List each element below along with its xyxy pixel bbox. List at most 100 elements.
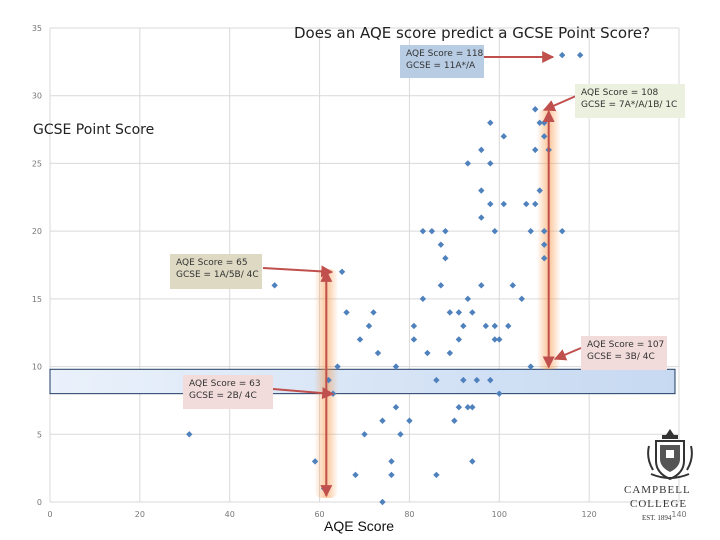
x-tick-label: 60 <box>314 510 324 519</box>
data-point <box>451 417 458 424</box>
data-point <box>433 376 440 384</box>
callout-aqe-63-line1: AQE Score = 63 <box>189 379 261 389</box>
data-point <box>271 282 278 289</box>
data-point <box>482 322 490 330</box>
callout-aqe-107-line2: GCSE = 3B/ 4C <box>587 352 655 362</box>
callout-aqe-65-line2: GCSE = 1A/5B/ 4C <box>176 270 259 280</box>
x-tick-label: 20 <box>135 510 145 519</box>
data-point <box>352 471 359 479</box>
data-point <box>365 322 373 330</box>
y-tick-label: 10 <box>32 363 42 372</box>
callout-aqe-65: AQE Score = 65 GCSE = 1A/5B/ 4C <box>170 254 262 289</box>
data-point <box>536 187 543 194</box>
data-point <box>442 227 449 235</box>
y-tick-label: 30 <box>32 92 42 101</box>
logo-est: EST. 1894 <box>642 514 672 522</box>
data-point <box>455 404 463 411</box>
data-point <box>437 282 445 289</box>
data-point <box>532 200 539 208</box>
data-point <box>433 471 440 479</box>
data-point <box>473 376 481 384</box>
data-point <box>419 227 427 235</box>
data-point <box>437 241 445 248</box>
data-point <box>442 255 449 262</box>
data-point <box>460 376 467 384</box>
data-point <box>487 119 494 126</box>
x-tick-label: 120 <box>582 510 597 519</box>
y-tick-label: 20 <box>32 227 42 236</box>
data-point <box>392 363 400 370</box>
data-point <box>343 309 350 316</box>
data-point <box>410 336 418 343</box>
data-point <box>469 404 476 411</box>
callout-aqe-107: AQE Score = 107 GCSE = 3B/ 4C <box>581 336 667 370</box>
callout-arrow <box>272 387 335 400</box>
data-point <box>500 133 507 140</box>
data-point <box>527 363 534 370</box>
data-point <box>478 187 485 194</box>
data-point <box>496 336 503 343</box>
data-point <box>392 404 400 411</box>
data-point <box>478 214 485 221</box>
data-point <box>536 119 543 126</box>
callout-aqe-63: AQE Score = 63 GCSE = 2B/ 4C <box>183 375 273 409</box>
data-point <box>406 417 413 424</box>
callout-aqe-118-line1: AQE Score = 118 <box>406 49 484 59</box>
callout-aqe-118: AQE Score = 118 GCSE = 11A*/A <box>400 45 484 78</box>
data-point <box>186 431 193 438</box>
data-point <box>509 282 516 289</box>
highlight-band <box>49 368 676 395</box>
data-point <box>379 417 386 424</box>
data-point <box>505 322 512 330</box>
data-point <box>410 322 418 330</box>
data-point <box>558 51 566 59</box>
crest-icon <box>647 429 693 481</box>
data-point <box>311 458 319 465</box>
data-point <box>478 146 485 154</box>
callout-aqe-63-line2: GCSE = 2B/ 4C <box>189 391 257 401</box>
data-point <box>491 227 498 235</box>
data-point <box>356 336 364 343</box>
data-point <box>334 363 341 370</box>
data-point <box>487 376 494 384</box>
data-point <box>523 200 530 208</box>
x-axis-label: AQE Score <box>324 518 394 534</box>
data-point <box>491 322 498 330</box>
data-point <box>532 106 539 113</box>
data-point <box>558 227 566 235</box>
callout-aqe-107-line1: AQE Score = 107 <box>587 340 665 350</box>
data-point <box>518 295 525 303</box>
data-point <box>460 322 467 330</box>
data-point <box>446 349 454 357</box>
data-point <box>469 458 476 465</box>
y-axis-label: GCSE Point Score <box>33 122 154 138</box>
data-point <box>419 295 427 303</box>
data-point <box>338 268 346 275</box>
callout-aqe-65-line1: AQE Score = 65 <box>176 258 248 268</box>
data-point <box>500 200 507 208</box>
data-point <box>464 404 472 411</box>
data-point <box>455 336 463 343</box>
data-point <box>576 51 584 59</box>
callout-aqe-108-line2: GCSE = 7A*/A/1B/ 1C <box>581 100 678 110</box>
data-point <box>379 498 386 506</box>
y-tick-label: 35 <box>32 24 42 33</box>
data-point <box>487 160 494 167</box>
data-point <box>446 309 454 316</box>
campbell-college-logo: CAMPBELL COLLEGE EST. 1894 <box>622 426 718 530</box>
chart-title: Does an AQE score predict a GCSE Point S… <box>294 24 650 42</box>
x-tick-label: 0 <box>47 510 52 519</box>
data-point <box>424 349 431 357</box>
data-point <box>464 295 472 303</box>
data-point <box>397 431 404 438</box>
x-tick-label: 140 <box>671 510 686 519</box>
callout-aqe-108-line1: AQE Score = 108 <box>581 88 659 98</box>
data-point <box>487 200 494 208</box>
data-point <box>469 309 476 316</box>
data-point <box>455 309 463 316</box>
x-tick-label: 100 <box>492 510 507 519</box>
x-tick-label: 40 <box>225 510 235 519</box>
data-point <box>388 458 395 465</box>
data-point <box>496 390 503 397</box>
